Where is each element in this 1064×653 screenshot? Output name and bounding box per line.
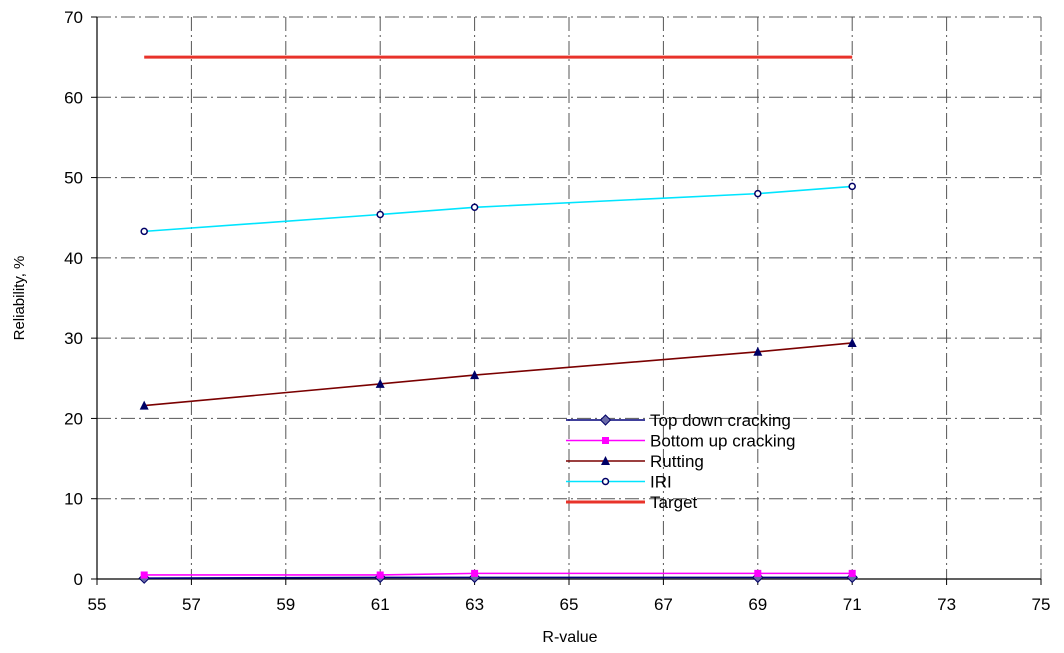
- series-iri: [140, 182, 856, 236]
- legend-label: Rutting: [650, 452, 704, 471]
- legend-swatch-marker: [601, 456, 610, 465]
- legend-entry: Target: [566, 493, 698, 512]
- data-point: [847, 337, 857, 347]
- series-rutting: [139, 337, 857, 410]
- y-axis-label: Reliability, %: [11, 256, 28, 341]
- data-point: [376, 210, 384, 219]
- y-tick-label: 0: [74, 570, 83, 589]
- data-point: [848, 569, 856, 577]
- x-tick-label: 73: [937, 595, 956, 614]
- legend-swatch-marker: [602, 437, 609, 444]
- data-point: [470, 203, 479, 212]
- x-tick-label: 55: [88, 595, 107, 614]
- legend-entry: IRI: [566, 473, 672, 492]
- x-tick-label: 67: [654, 595, 673, 614]
- data-point: [753, 346, 763, 356]
- data-point: [139, 400, 149, 410]
- legend-swatch-marker: [599, 414, 612, 426]
- y-tick-label: 60: [64, 88, 83, 107]
- axes: [91, 16, 1042, 585]
- series-line: [144, 342, 853, 407]
- legend-label: IRI: [650, 473, 672, 492]
- data-point: [376, 571, 384, 579]
- data-point: [754, 569, 762, 577]
- series-bottom-up-cracking: [140, 569, 856, 579]
- series-line: [144, 576, 853, 579]
- legend-entry: Bottom up cracking: [566, 432, 796, 451]
- data-point: [848, 182, 856, 191]
- legend-label: Top down cracking: [650, 411, 791, 430]
- x-tick-label: 71: [843, 595, 862, 614]
- x-axis-label: R-value: [542, 629, 597, 646]
- series-group: [138, 55, 858, 584]
- x-tick-label: 61: [371, 595, 390, 614]
- data-point: [140, 227, 148, 236]
- legend-swatch-marker: [601, 477, 610, 486]
- legend: Top down cracking Bottom up crackingRutti…: [566, 411, 796, 512]
- data-point: [140, 571, 148, 579]
- series-line: [144, 185, 853, 233]
- x-tick-label: 75: [1032, 595, 1051, 614]
- data-point: [375, 378, 385, 388]
- y-tick-label: 70: [64, 8, 83, 27]
- y-tick-label: 40: [64, 249, 83, 268]
- tick-labels: 0 10 20 30 40 50 60 70 55 57 59 61 63 65 67 69 71 73 75: [64, 8, 1050, 614]
- data-point: [471, 569, 479, 577]
- x-tick-label: 63: [465, 595, 484, 614]
- y-tick-label: 50: [64, 169, 83, 188]
- legend-label: Bottom up cracking: [650, 432, 796, 451]
- legend-entry: Rutting: [566, 452, 704, 471]
- x-tick-label: 59: [276, 595, 295, 614]
- x-tick-label: 57: [182, 595, 201, 614]
- data-point: [754, 189, 762, 198]
- x-tick-label: 65: [560, 595, 579, 614]
- legend-label: Target: [650, 493, 698, 512]
- y-tick-label: 20: [64, 409, 83, 428]
- y-tick-label: 10: [64, 490, 83, 509]
- x-tick-label: 69: [748, 595, 767, 614]
- legend-entry: Top down cracking: [566, 411, 791, 430]
- grid-lines: [97, 16, 1042, 579]
- y-tick-label: 30: [64, 329, 83, 348]
- series-line: [144, 572, 853, 576]
- data-point: [470, 370, 480, 380]
